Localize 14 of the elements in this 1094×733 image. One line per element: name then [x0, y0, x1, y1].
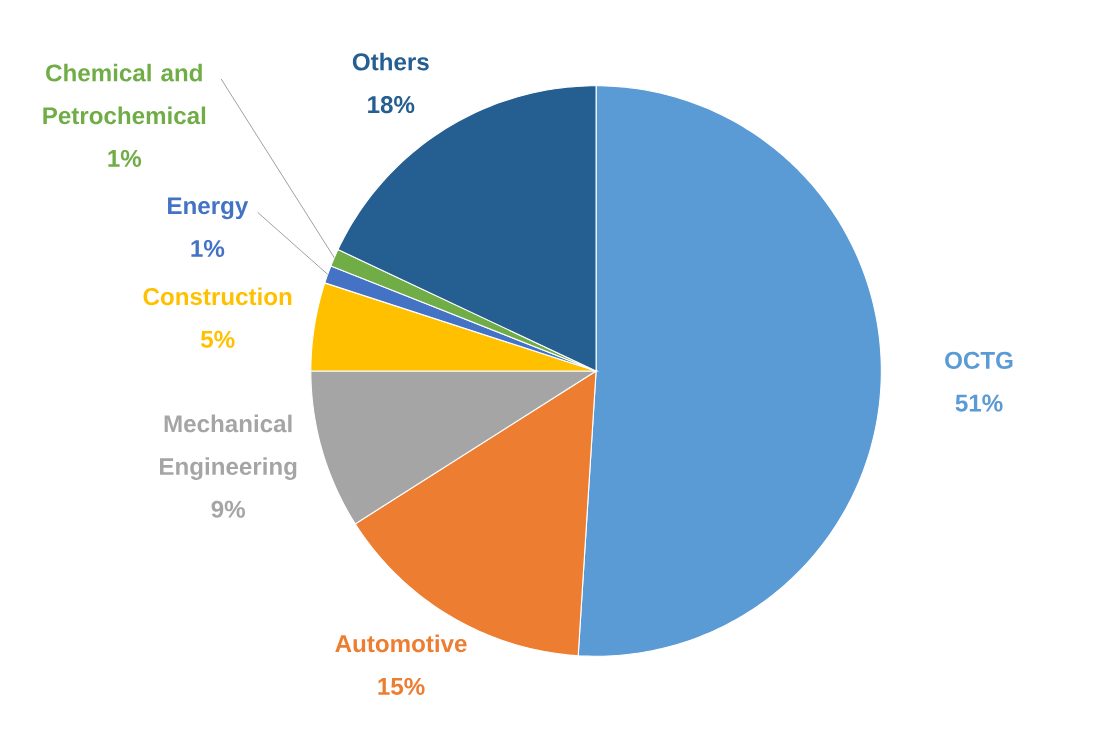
slice-label: Construction	[143, 287, 292, 306]
data-label: 9%	[211, 500, 245, 518]
slice-label: Energy	[168, 197, 249, 220]
data-label: 15%	[378, 678, 425, 696]
slice-label: Chemical and Petrochemical	[43, 63, 206, 125]
slice-label: Others	[352, 52, 429, 71]
slice-label: Mechanical Engineering	[160, 414, 297, 481]
data-label: 5%	[200, 330, 235, 348]
data-label: 18%	[368, 96, 415, 114]
data-label: 1%	[191, 240, 225, 258]
data-label: 51%	[955, 394, 1003, 412]
data-label: 1%	[108, 150, 142, 168]
slice-label: Automotive	[335, 634, 467, 653]
slice-label: OCTG	[945, 351, 1013, 370]
